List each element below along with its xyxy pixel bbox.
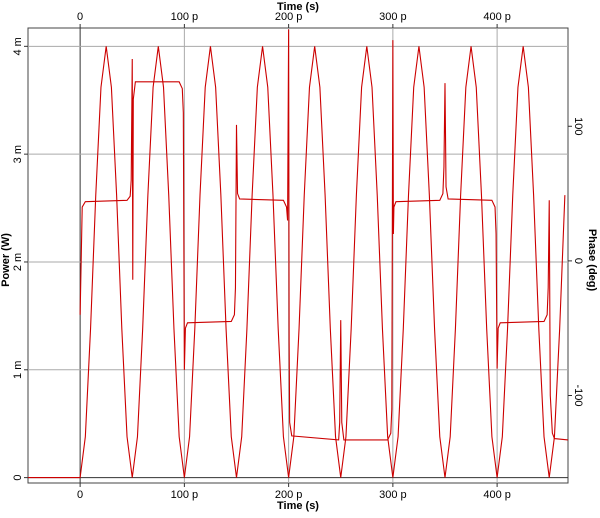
y-tick-label: 0 xyxy=(12,475,24,481)
y-tick-label: 3 m xyxy=(12,145,24,163)
y2-axis-title: Phase (deg) xyxy=(586,229,598,292)
series-line xyxy=(79,29,569,441)
y-tick-label: 4 m xyxy=(12,37,24,55)
top-x-tick-label: 400 p xyxy=(483,11,511,23)
x-tick-label: 100 p xyxy=(171,489,199,501)
plot-frame xyxy=(27,27,569,484)
top-x-tick-label: 100 p xyxy=(171,11,199,23)
x-tick-label: 400 p xyxy=(483,489,511,501)
x-tick-label: 300 p xyxy=(379,489,407,501)
top-x-tick-label: 300 p xyxy=(379,11,407,23)
y2-tick-label: 100 xyxy=(572,117,584,135)
top-x-tick-label: 200 p xyxy=(275,11,303,23)
y2-tick-label: -100 xyxy=(572,384,584,406)
x-axis-title: Time (s) xyxy=(277,500,319,512)
series-line xyxy=(28,46,566,479)
y2-tick-label: 0 xyxy=(572,258,584,264)
top-x-axis-title: Time (s) xyxy=(277,1,319,13)
y-tick-label: 1 m xyxy=(12,361,24,379)
y-tick-label: 2 m xyxy=(12,253,24,271)
x-tick-label: 200 p xyxy=(275,489,303,501)
y-axis-title: Power (W) xyxy=(0,233,12,287)
top-x-tick-label: 0 xyxy=(77,11,83,23)
x-tick-label: 0 xyxy=(77,489,83,501)
